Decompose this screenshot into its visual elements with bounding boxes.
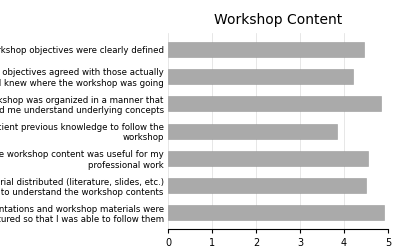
Bar [168,96,382,111]
Bar [168,205,384,220]
Title: Workshop Content: Workshop Content [214,13,342,27]
Bar [168,42,364,57]
Bar [168,69,353,84]
Bar [168,178,366,193]
Bar [168,123,337,139]
Bar [168,151,368,166]
